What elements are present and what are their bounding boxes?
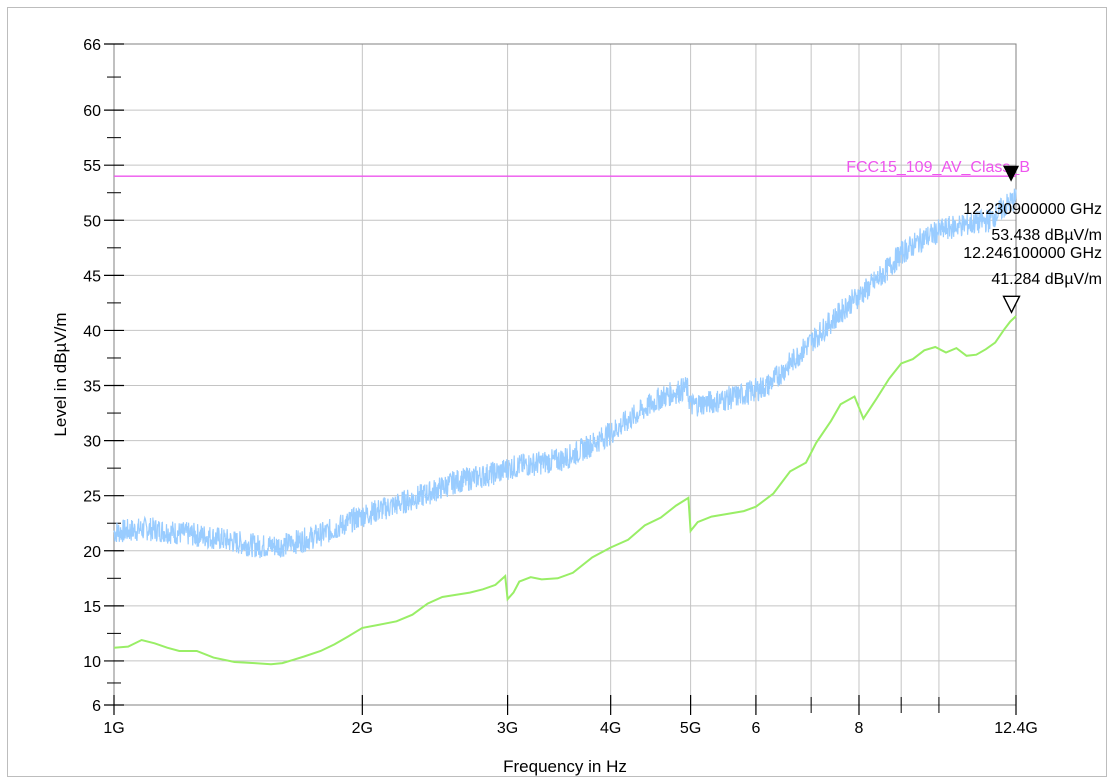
grid-lines <box>114 44 1016 705</box>
y-tick-label: 10 <box>83 654 101 671</box>
y-tick-label: 60 <box>83 103 101 120</box>
x-tick-label: 3G <box>497 720 518 737</box>
y-tick-label: 66 <box>83 37 101 54</box>
x-tick-label: 6 <box>751 720 760 737</box>
marker-2-level-label: 41.284 dBµV/m <box>991 271 1102 288</box>
y-tick-label: 15 <box>83 599 101 616</box>
limit-line-label: FCC15_109_AV_Class_B <box>846 159 1030 176</box>
x-tick-label: 8 <box>855 720 864 737</box>
x-axis-label: Frequency in Hz <box>503 757 627 776</box>
tick-labels: 6 10 15 20 25 30 35 40 45 50 55 60 66 1G 2G 3G 4G 5G 6 8 12.… <box>83 37 1038 737</box>
marker-2-frequency-label: 12.246100000 GHz <box>963 245 1102 262</box>
y-tick-label: 30 <box>83 434 101 451</box>
x-tick-label: 1G <box>103 720 124 737</box>
series-2-trace <box>113 315 1017 666</box>
plot-area-border <box>113 43 1017 706</box>
x-tick-label: 12.4G <box>994 720 1038 737</box>
chart-frame <box>7 7 1107 777</box>
y-tick-label: 55 <box>83 158 101 175</box>
x-tick-label: 2G <box>352 720 373 737</box>
series-1-trace <box>113 188 1017 559</box>
y-tick-label: 50 <box>83 213 101 230</box>
y-tick-label: 35 <box>83 379 101 396</box>
x-tick-label: 4G <box>600 720 621 737</box>
axes <box>104 43 1017 715</box>
marker-1-level-label: 53.438 dBµV/m <box>991 227 1102 244</box>
marker-group: 12.230900000 GHz 53.438 dBµV/m 12.246100… <box>963 165 1102 314</box>
marker-1-frequency-label: 12.230900000 GHz <box>963 201 1102 218</box>
y-tick-label: 20 <box>83 544 101 561</box>
marker-1-triangle-icon[interactable] <box>1003 165 1020 182</box>
y-tick-label: 25 <box>83 489 101 506</box>
y-tick-label: 6 <box>92 698 101 715</box>
series-group <box>113 188 1017 666</box>
y-tick-label: 40 <box>83 323 101 340</box>
x-tick-label: 5G <box>680 720 701 737</box>
limit-line-group: FCC15_109_AV_Class_B <box>114 159 1030 177</box>
y-axis-label: Level in dBµV/m <box>51 312 70 436</box>
y-tick-label: 45 <box>83 268 101 285</box>
marker-2-triangle-icon[interactable] <box>1002 295 1021 314</box>
